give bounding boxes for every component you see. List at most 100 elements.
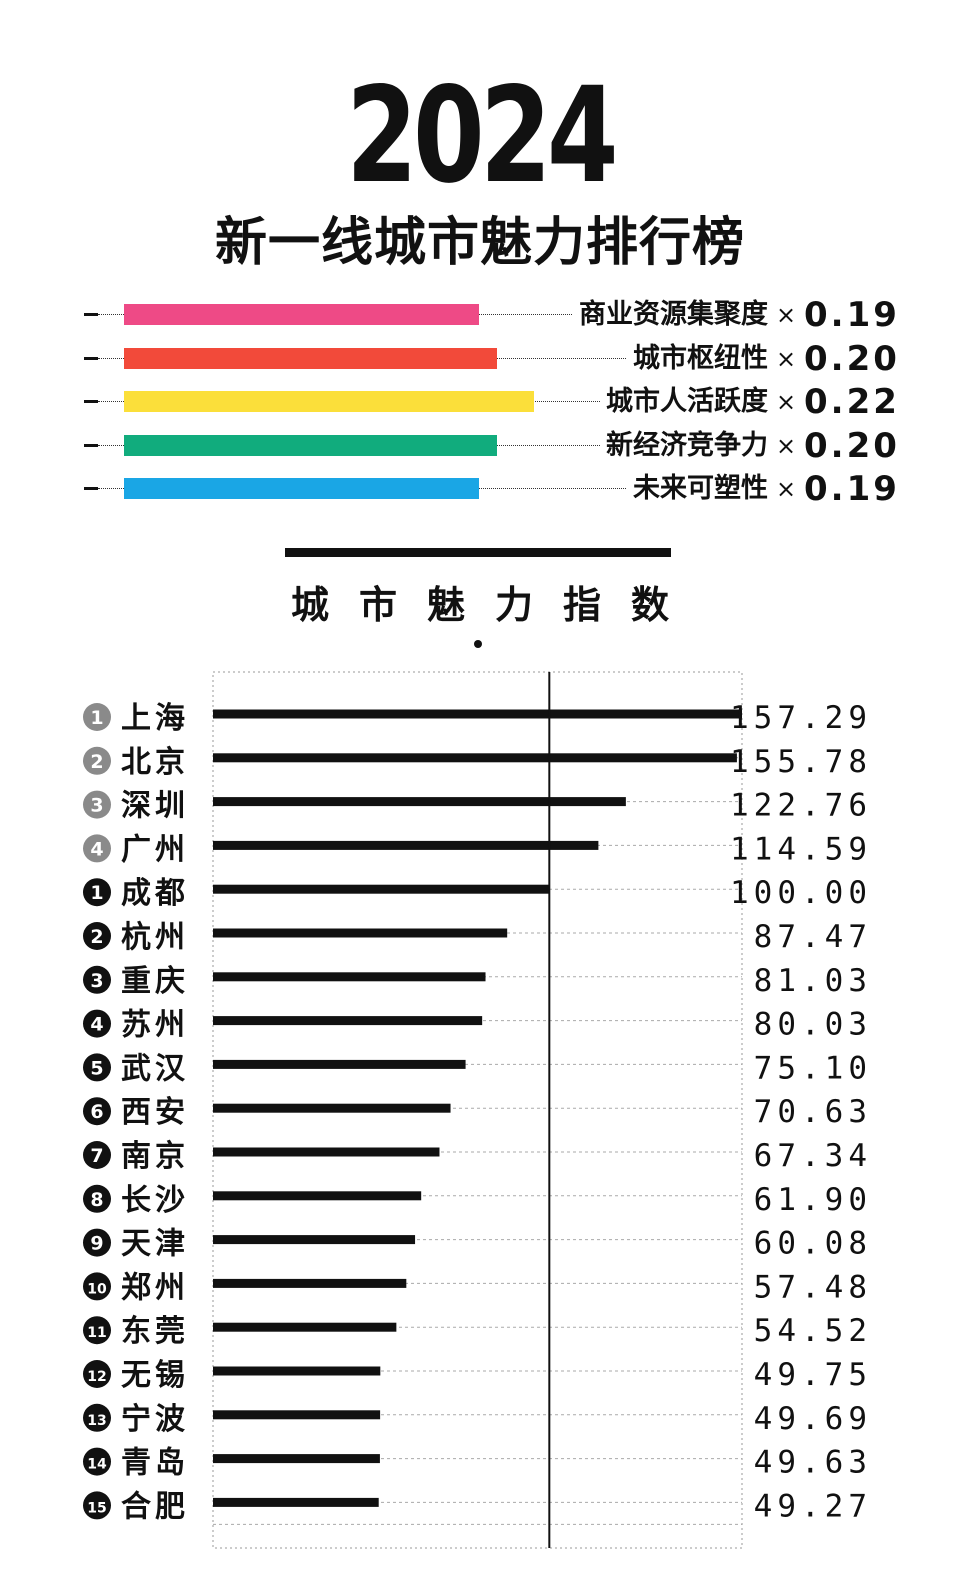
rank-number: 3	[90, 795, 103, 817]
city-label: 北京	[121, 745, 189, 780]
city-label: 郑州	[121, 1270, 189, 1305]
rank-number: 9	[90, 1233, 103, 1255]
rank-badge	[83, 965, 111, 994]
rank-number: 1	[90, 882, 103, 904]
value-label: 157.29	[730, 700, 872, 736]
weight-color-bar	[124, 304, 479, 325]
city-label: 天津	[121, 1227, 189, 1262]
rank-number: 6	[90, 1101, 103, 1123]
weight-label: 城市枢纽性	[627, 343, 768, 374]
city-label: 青岛	[121, 1446, 189, 1481]
value-label: 87.47	[754, 919, 872, 955]
bar	[213, 1147, 440, 1157]
rank-number: 12	[87, 1369, 106, 1385]
weight-row: 未来可塑性 × 0.19	[0, 469, 960, 509]
city-label: 合肥	[121, 1489, 189, 1524]
weight-label: 商业资源集聚度	[573, 300, 768, 330]
weight-multiply-sign: ×	[776, 301, 797, 329]
weight-legend: 商业资源集聚度 × 0.19 城市枢纽性 × 0.20 城市人活跃度 × 0.22 新经济竞争力 ×…	[0, 0, 960, 520]
value-label: 54.52	[754, 1313, 872, 1349]
value-label: 80.03	[754, 1007, 872, 1043]
bar	[213, 1410, 381, 1420]
value-label: 155.78	[730, 744, 872, 780]
bar	[213, 928, 508, 938]
city-label: 上海	[121, 701, 189, 736]
rank-number: 3	[90, 970, 103, 992]
value-label: 49.75	[754, 1357, 872, 1393]
rank-badge	[83, 703, 111, 731]
value-label: 114.59	[730, 831, 872, 867]
rank-badge	[83, 878, 111, 907]
city-label: 无锡	[121, 1358, 189, 1393]
weight-row: 新经济竞争力 × 0.20	[0, 425, 960, 466]
rank-number: 7	[90, 1145, 103, 1167]
rank-badge	[83, 1097, 111, 1126]
rank-number: 4	[90, 1014, 103, 1036]
value-label: 100.00	[730, 875, 872, 911]
city-label: 重庆	[121, 964, 189, 999]
city-label: 南京	[121, 1139, 189, 1174]
rank-badge	[83, 834, 111, 863]
city-label: 成都	[121, 876, 189, 911]
bar	[213, 840, 599, 850]
rank-badge	[83, 1272, 111, 1301]
rank-badge	[83, 1184, 111, 1213]
rank-badge	[83, 1141, 111, 1169]
bar	[213, 1016, 483, 1026]
weight-multiply-sign: ×	[776, 344, 797, 373]
city-label: 深圳	[121, 789, 189, 824]
city-label: 宁波	[121, 1402, 189, 1437]
weight-value: 0.19	[804, 469, 900, 509]
rank-badge	[83, 1360, 111, 1388]
weight-dash	[84, 487, 98, 490]
value-label: 57.48	[754, 1269, 872, 1305]
value-label: 60.08	[754, 1226, 872, 1262]
weight-multiply-sign: ×	[776, 475, 797, 503]
city-label: 东莞	[121, 1314, 189, 1349]
weight-dash	[84, 313, 98, 316]
weight-value: 0.22	[804, 382, 900, 422]
rank-number: 14	[87, 1457, 107, 1473]
value-label: 49.63	[754, 1445, 872, 1481]
rank-badge	[83, 790, 111, 819]
city-label: 苏州	[121, 1008, 189, 1043]
weight-multiply-sign: ×	[776, 388, 797, 416]
value-label: 49.27	[754, 1488, 872, 1524]
bar	[213, 1278, 407, 1288]
weight-color-bar	[124, 391, 534, 412]
value-label: 70.63	[754, 1094, 872, 1130]
rank-badge	[83, 1447, 111, 1476]
rank-number: 2	[90, 751, 103, 773]
rank-number: 4	[90, 838, 103, 860]
bar	[213, 1059, 466, 1069]
weight-label: 未来可塑性	[627, 474, 768, 504]
bar	[213, 972, 486, 982]
weight-color-bar	[124, 478, 479, 499]
rank-badge	[83, 1009, 111, 1038]
city-label: 武汉	[121, 1051, 189, 1086]
section-title: 城市魅力指数	[290, 583, 699, 627]
weight-dash	[84, 356, 98, 360]
rank-number: 5	[90, 1057, 103, 1079]
value-label: 81.03	[754, 963, 872, 999]
city-label: 长沙	[121, 1183, 189, 1218]
bar	[213, 1497, 379, 1507]
bar	[213, 1322, 397, 1332]
value-label: 67.34	[754, 1138, 872, 1174]
rank-badge	[83, 1053, 111, 1082]
city-label: 西安	[121, 1095, 189, 1130]
weight-multiply-sign: ×	[776, 431, 797, 460]
weight-dash	[84, 400, 98, 403]
rank-number: 2	[90, 926, 103, 948]
weight-value: 0.20	[804, 425, 900, 466]
bar	[213, 1191, 422, 1201]
weight-row: 商业资源集聚度 × 0.19	[0, 298, 960, 332]
value-label: 122.76	[730, 788, 872, 824]
weight-row: 城市枢纽性 × 0.20	[0, 342, 960, 376]
section-dot	[474, 640, 482, 648]
weight-dash	[84, 443, 98, 447]
rank-number: 15	[87, 1500, 106, 1516]
rank-number: 13	[87, 1413, 106, 1429]
section-divider	[285, 548, 671, 557]
